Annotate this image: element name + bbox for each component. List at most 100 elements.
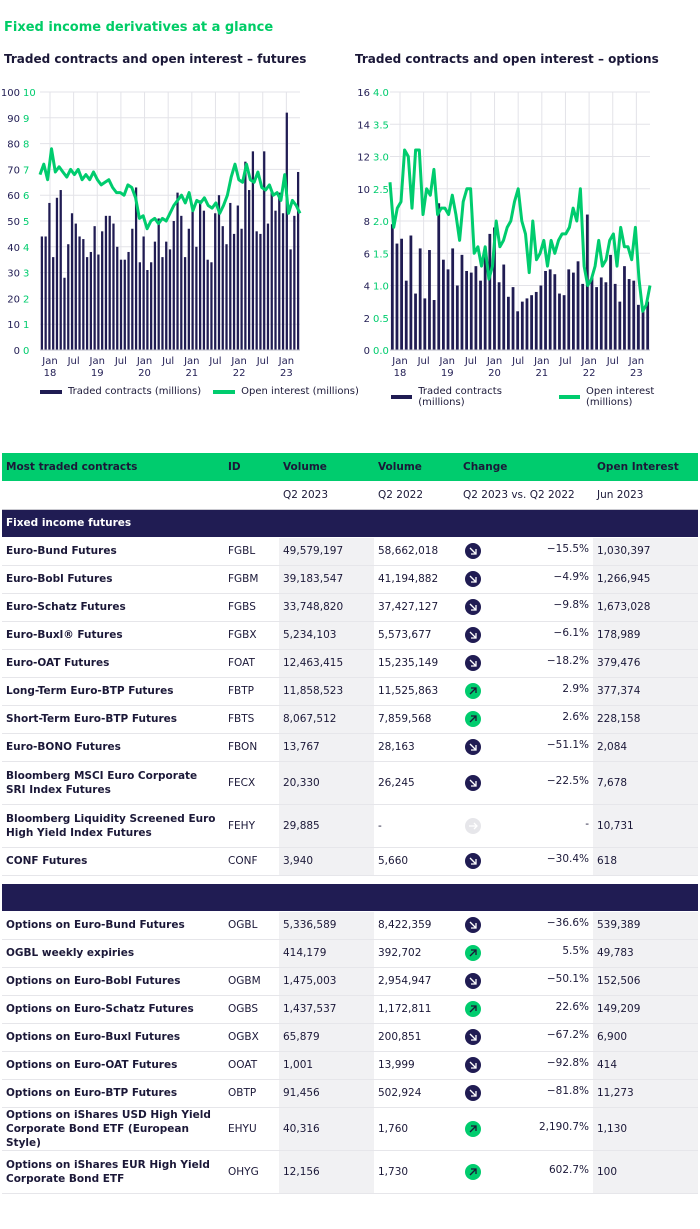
bar-traded-contracts [89, 251, 92, 350]
left-tick-label: 50 [7, 217, 20, 228]
right-tick-label: 9 [23, 114, 29, 125]
bar-traded-contracts [263, 151, 266, 350]
change-cell: −51.1% [459, 733, 593, 762]
volume-q2-2023: 13,767 [279, 733, 374, 762]
contract-name: Long-Term Euro-BTP Futures [2, 677, 224, 706]
contract-name: Options on Euro-Buxl Futures [2, 1023, 224, 1052]
contract-name: Short-Term Euro-BTP Futures [2, 705, 224, 734]
bar-traded-contracts [225, 244, 228, 350]
x-tick-label: Jul [114, 356, 127, 367]
arrow-down-icon [465, 627, 481, 643]
bar-traded-contracts [104, 215, 108, 350]
bar-traded-contracts [516, 311, 520, 350]
volume-q2-2022: 5,573,677 [374, 621, 459, 650]
contract-id: FGBL [224, 537, 279, 566]
bar-traded-contracts [59, 190, 62, 350]
change-value: 602.7% [548, 1163, 589, 1176]
open-interest-jun-2023: 618 [593, 847, 698, 876]
arrow-down-icon [465, 774, 481, 791]
bar-traded-contracts [637, 304, 640, 350]
open-interest-jun-2023: 6,900 [593, 1023, 698, 1052]
x-tick-label: Jan [486, 356, 502, 367]
bar-traded-contracts [48, 202, 51, 350]
contract-id: EHYU [224, 1107, 279, 1151]
volume-q2-2023: 40,316 [279, 1107, 374, 1151]
change-value: −92.8% [546, 1057, 589, 1069]
bar-traded-contracts [101, 231, 104, 350]
contract-id: CONF [224, 847, 279, 876]
volume-q2-2022: 2,954,947 [374, 967, 459, 996]
left-tick-label: 30 [7, 269, 20, 280]
section-title [2, 883, 698, 912]
bar-traded-contracts [469, 272, 473, 350]
bar-traded-contracts [221, 226, 224, 350]
volume-q2-2022: 1,172,811 [374, 995, 459, 1024]
bar-traded-contracts [131, 228, 134, 350]
contract-id [224, 939, 279, 968]
contract-name: Options on iShares USD High Yield Corpor… [2, 1107, 224, 1151]
arrow-up-icon [465, 683, 481, 699]
open-interest-jun-2023: 7,678 [593, 761, 698, 805]
arrow-up-icon [465, 945, 481, 961]
subheader-contract [2, 481, 224, 510]
arrow-up-icon [465, 1120, 481, 1137]
arrow-down-icon [465, 973, 481, 989]
volume-q2-2022: 58,662,018 [374, 537, 459, 566]
volume-q2-2023: 65,879 [279, 1023, 374, 1052]
change-cell: −15.5% [459, 537, 593, 566]
volume-q2-2023: 5,336,589 [279, 911, 374, 940]
subheader-change: Q2 2023 vs. Q2 2022 [459, 481, 593, 510]
change-cell: −4.9% [459, 565, 593, 594]
bar-traded-contracts [604, 282, 608, 350]
most-traded-contracts-table: Most traded contracts ID Volume Volume Chang… [2, 453, 698, 1194]
header-contract: Most traded contracts [2, 453, 224, 482]
bar-traded-contracts [520, 301, 524, 350]
contract-id: FBTS [224, 705, 279, 734]
table-row: Euro-OAT Futures FOAT 12,463,415 15,235,149… [2, 649, 698, 678]
legend-swatch-open-interest [558, 395, 581, 399]
contract-id: FECX [224, 761, 279, 805]
bar-traded-contracts [40, 236, 44, 350]
right-tick-label: 1.5 [373, 249, 389, 260]
legend-label-traded: Traded contracts (millions) [418, 386, 502, 408]
bar-traded-contracts [567, 269, 571, 350]
bar-traded-contracts [507, 296, 510, 350]
volume-q2-2022: 5,660 [374, 847, 459, 876]
right-tick-label: 4 [23, 243, 29, 254]
x-tick-label: Jan [278, 356, 294, 367]
bar-traded-contracts [595, 287, 598, 350]
arrow-down-icon [465, 655, 481, 671]
arrow-down-icon [465, 739, 481, 755]
futures-chart-title: Traded contracts and open interest – fut… [4, 52, 307, 66]
bar-traded-contracts [270, 190, 273, 350]
volume-q2-2022: 7,859,568 [374, 705, 459, 734]
contract-name: Euro-Buxl® Futures [2, 621, 224, 650]
volume-q2-2022: 200,851 [374, 1023, 459, 1052]
change-cell: −36.6% [459, 911, 593, 940]
volume-q2-2022: 502,924 [374, 1079, 459, 1108]
bar-traded-contracts [409, 235, 413, 350]
change-value: −30.4% [546, 853, 589, 865]
volume-q2-2023: 29,885 [279, 804, 374, 848]
bar-traded-contracts [414, 293, 417, 350]
right-tick-label: 0 [23, 346, 29, 357]
bar-traded-contracts [150, 262, 153, 350]
options-chart-title: Traded contracts and open interest – opt… [355, 52, 659, 66]
volume-q2-2022: 28,163 [374, 733, 459, 762]
right-tick-label: 10 [23, 88, 36, 99]
bar-traded-contracts [157, 218, 160, 350]
table-row: Options on iShares USD High Yield Corpor… [2, 1107, 698, 1151]
contract-id: FOAT [224, 649, 279, 678]
bar-traded-contracts [641, 306, 645, 350]
volume-q2-2023: 20,330 [279, 761, 374, 805]
left-tick-label: 10 [7, 320, 20, 331]
change-value: −6.1% [553, 627, 589, 639]
bar-traded-contracts [632, 280, 636, 350]
bar-traded-contracts [67, 244, 70, 350]
contract-id: OBTP [224, 1079, 279, 1108]
table-row: Options on Euro-BTP Futures OBTP 91,456 502… [2, 1079, 698, 1108]
contract-id: OGBX [224, 1023, 279, 1052]
left-tick-label: 14 [357, 120, 370, 131]
x-tick-year: 21 [535, 368, 548, 379]
left-tick-label: 12 [357, 153, 370, 164]
